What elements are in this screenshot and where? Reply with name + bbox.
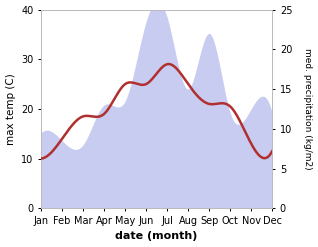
Y-axis label: max temp (C): max temp (C) [5,73,16,145]
X-axis label: date (month): date (month) [115,231,198,242]
Y-axis label: med. precipitation (kg/m2): med. precipitation (kg/m2) [303,48,313,170]
